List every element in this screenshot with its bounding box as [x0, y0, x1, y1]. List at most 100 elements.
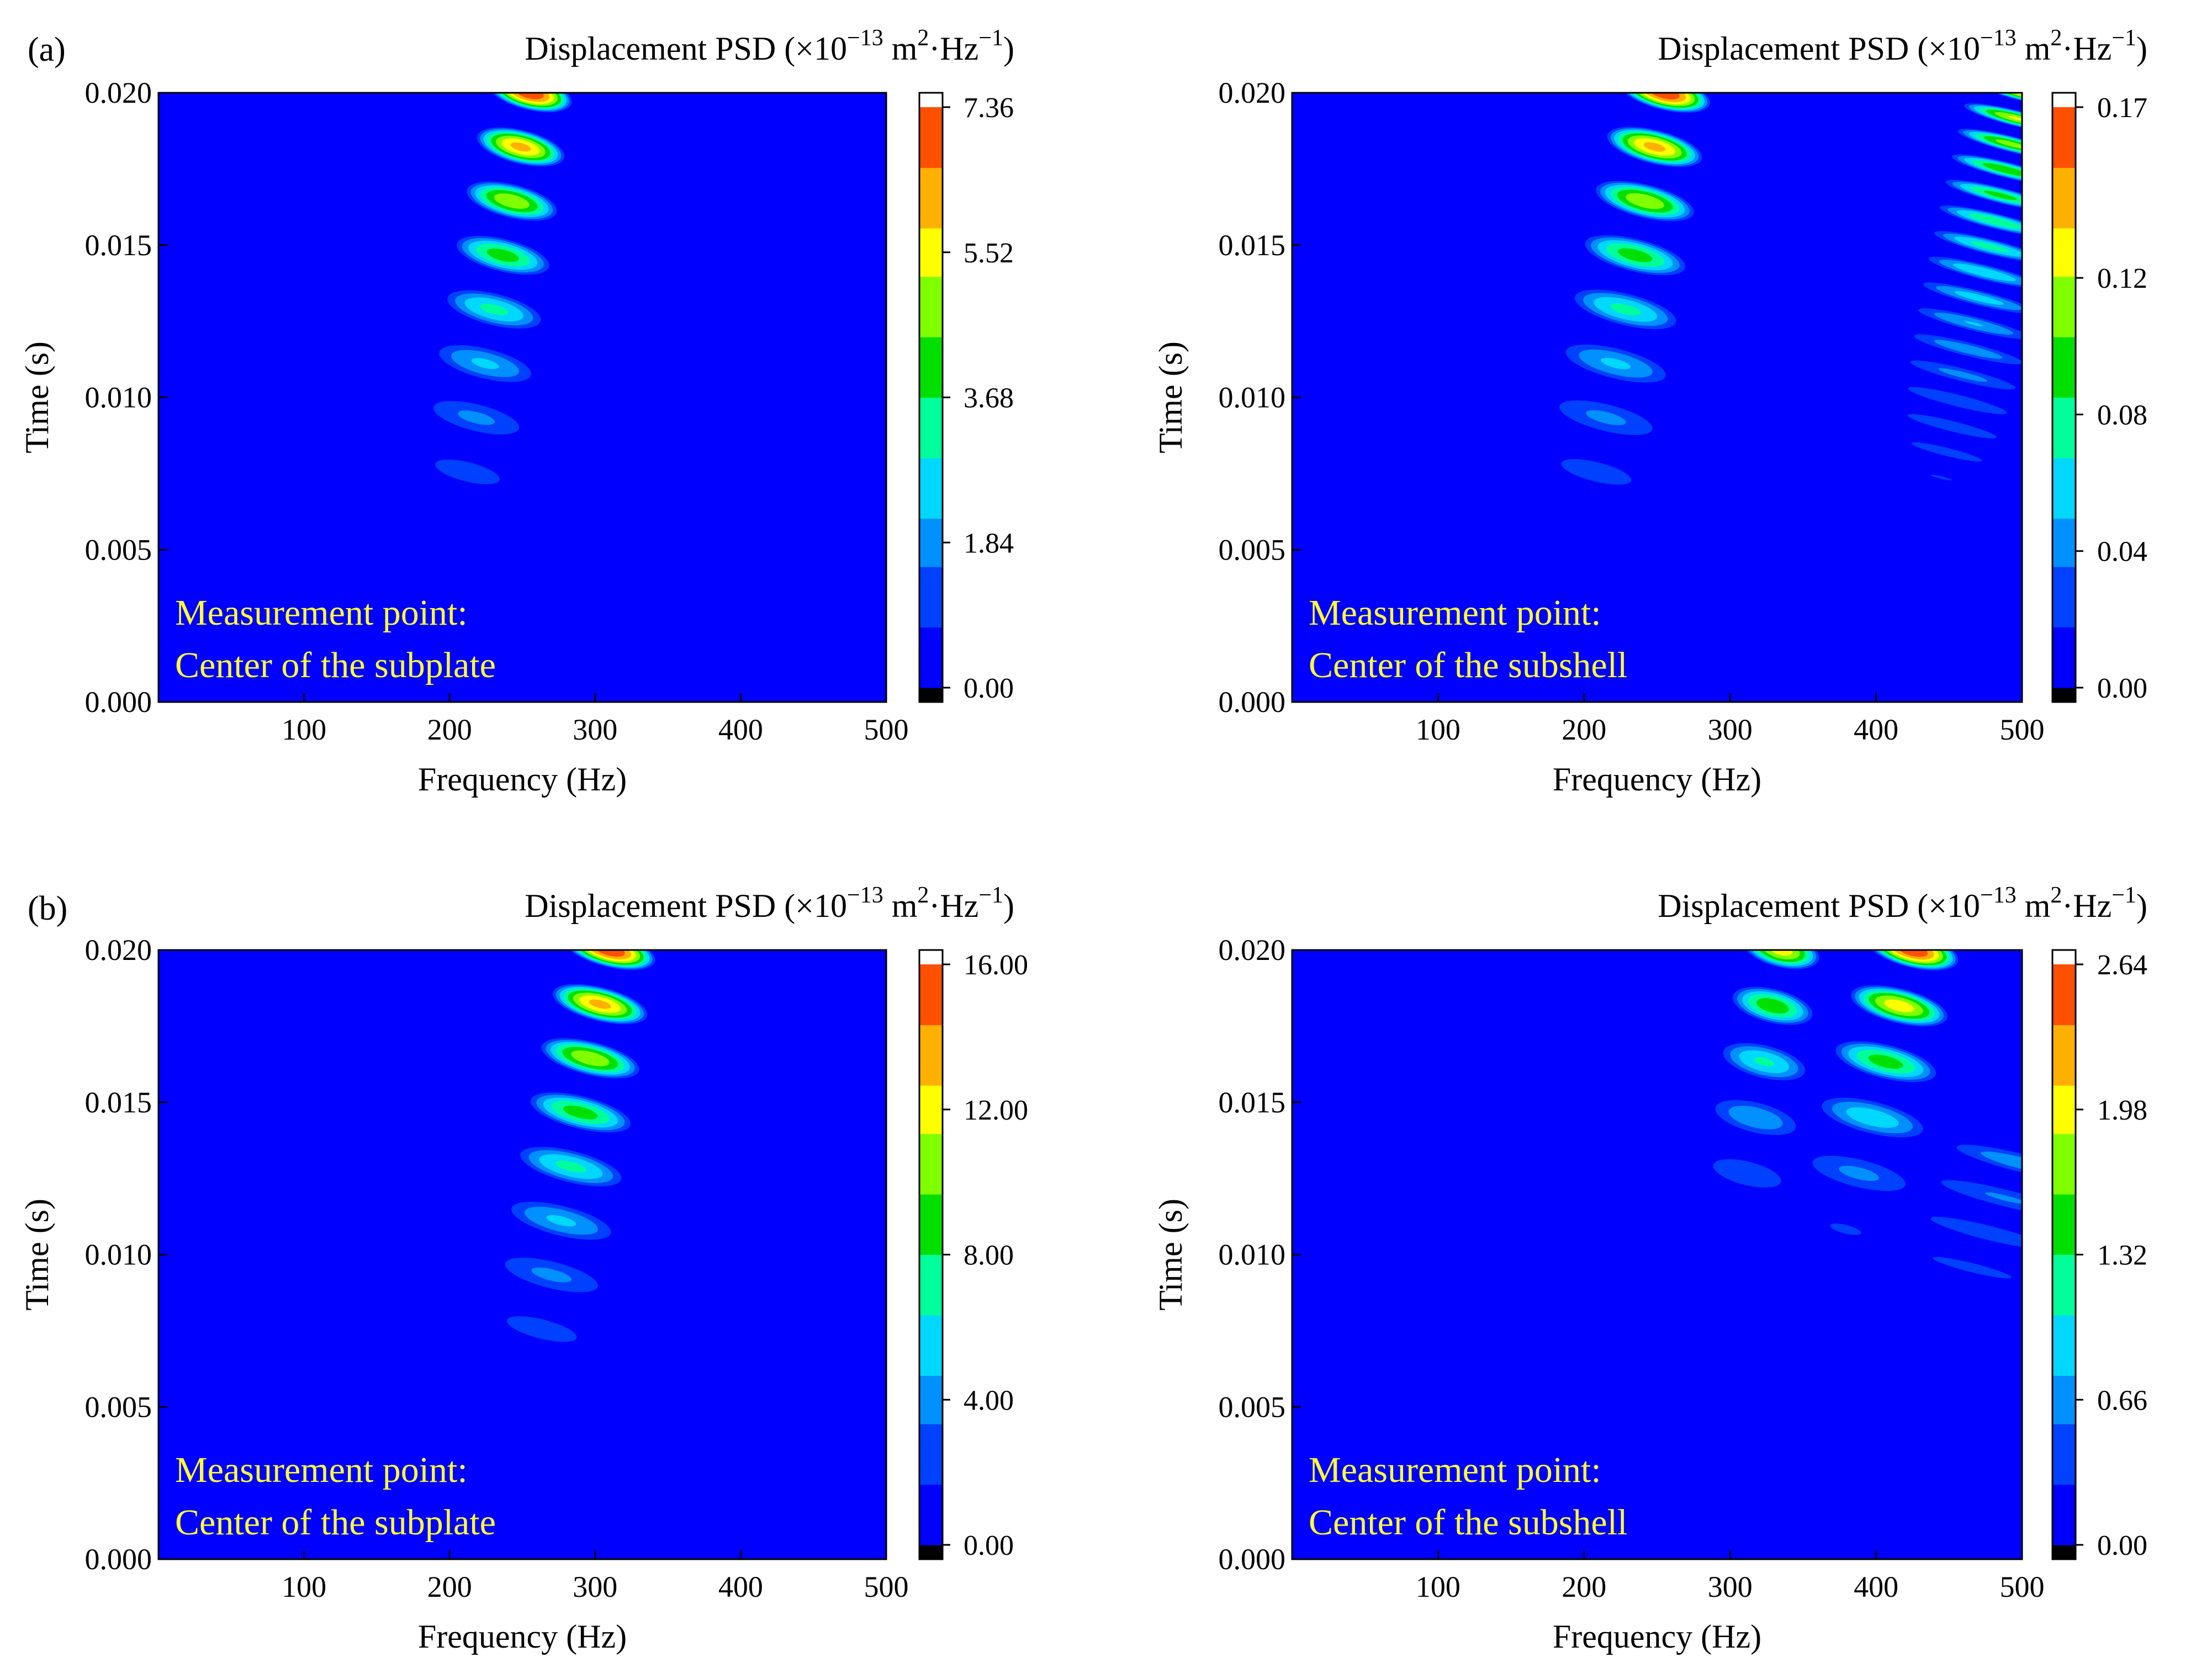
psd-contour-level — [1682, 1206, 1795, 1252]
colorbar-title: Displacement PSD (×10−13 m2·Hz−1) — [525, 25, 1014, 67]
colorbar-over-swatch — [2052, 93, 2076, 107]
psd-contour-level — [1850, 1274, 2022, 1331]
colorbar-segment — [2052, 1484, 2076, 1497]
colorbar-segment — [919, 180, 943, 192]
colorbar: 0.00 0.04 0.08 0.12 0.17 — [2051, 92, 2147, 704]
colorbar-segment — [2052, 639, 2076, 652]
y-tick-label: 0.010 — [1219, 381, 1286, 414]
measurement-point-label: Measurement point: — [175, 1450, 468, 1490]
y-tick-label: 0.000 — [85, 1543, 152, 1576]
colorbar-segment — [2052, 240, 2076, 253]
psd-fringe — [489, 1252, 615, 1299]
colorbar-tick-label: 12.00 — [964, 1095, 1028, 1126]
psd-contour-level — [1984, 191, 2017, 200]
psd-contour-level — [1649, 93, 1680, 100]
psd-contour-level — [1911, 442, 1982, 462]
psd-fringe — [537, 1036, 643, 1080]
psd-contour-level — [1839, 1165, 1880, 1181]
colorbar-segment — [2052, 1351, 2076, 1364]
colorbar-segment — [919, 1109, 943, 1122]
psd-fringe — [452, 234, 554, 277]
psd-fringe — [1886, 381, 2022, 420]
y-axis-label: Time (s) — [19, 341, 55, 453]
colorbar-tick-label: 3.68 — [964, 383, 1014, 414]
colorbar-segment — [2052, 1146, 2076, 1158]
colorbar-segment — [919, 192, 943, 204]
colorbar-segment — [2052, 675, 2076, 688]
colorbar-segment — [2052, 555, 2076, 567]
psd-ridge-3 — [1784, 1139, 2022, 1439]
colorbar-segment — [2052, 119, 2076, 132]
psd-contour-level — [464, 1359, 600, 1408]
colorbar-segment — [2052, 530, 2076, 543]
colorbar-segment — [2052, 155, 2076, 168]
colorbar-segment — [919, 675, 943, 688]
colorbar-segment — [919, 1158, 943, 1170]
colorbar-segment — [919, 976, 943, 989]
colorbar-segment — [919, 1496, 943, 1509]
colorbar-segment — [2052, 964, 2076, 977]
colorbar-segment — [919, 349, 943, 362]
psd-contour-level — [396, 503, 521, 550]
colorbar-segment — [919, 1460, 943, 1473]
colorbar-segment — [919, 1435, 943, 1449]
colorbar-segment — [2052, 337, 2076, 350]
colorbar-segment — [919, 1424, 943, 1437]
colorbar-segment — [919, 1472, 943, 1485]
colorbar-tick-label: 0.00 — [2097, 1530, 2147, 1561]
psd-fringe — [1694, 1151, 1801, 1196]
colorbar-segment — [2052, 1375, 2076, 1388]
colorbar-segment — [2052, 1182, 2076, 1195]
psd-fringe — [1946, 152, 2022, 187]
colorbar-segment — [919, 1025, 943, 1037]
psd-contour-level — [1643, 142, 1666, 152]
psd-fringe — [1579, 233, 1691, 278]
colorbar-frame — [2051, 92, 2077, 703]
colorbar-segment — [2052, 252, 2076, 265]
colorbar-segment — [2052, 1061, 2076, 1074]
psd-fringe — [1895, 1207, 2022, 1259]
colorbar-segment — [2052, 651, 2076, 664]
colorbar-tick-label: 4.00 — [964, 1385, 1014, 1416]
psd-contour-level — [452, 1412, 592, 1462]
psd-fringe — [1682, 1206, 1795, 1252]
colorbar-segment — [919, 385, 943, 398]
colorbar-segment — [2052, 1230, 2076, 1243]
colorbar-over-swatch — [2052, 950, 2076, 964]
y-tick-label: 0.020 — [1219, 76, 1286, 109]
colorbar: 0.00 1.84 3.68 5.52 7.36 — [918, 92, 1014, 704]
colorbar-segment — [919, 1061, 943, 1074]
psd-fringe — [1567, 287, 1684, 332]
colorbar-tick-label: 5.52 — [964, 238, 1014, 269]
colorbar-segment — [919, 1000, 943, 1014]
colorbar-segment — [919, 397, 943, 410]
colorbar-segment — [919, 627, 943, 640]
psd-fringe — [485, 93, 574, 114]
colorbar-segment — [919, 1146, 943, 1158]
psd-fringe — [1543, 394, 1669, 441]
colorbar-segment — [919, 651, 943, 664]
x-tick-label: 100 — [282, 713, 326, 746]
psd-fringe — [1670, 1262, 1790, 1308]
colorbar-segment — [2052, 590, 2076, 604]
psd-contour-level — [1506, 555, 1647, 605]
psd-fringe — [1728, 985, 1817, 1027]
measurement-point-label: Measurement point: — [1309, 593, 1601, 633]
psd-contour-level — [1930, 1217, 2022, 1249]
psd-contour-level — [1908, 387, 2007, 414]
colorbar-segment — [919, 1291, 943, 1303]
measurement-point-label: Measurement point: — [1309, 1450, 1601, 1490]
x-tick-label: 100 — [282, 1570, 326, 1603]
y-tick-label: 0.020 — [1219, 933, 1286, 967]
psd-contour-level — [1518, 502, 1654, 551]
psd-fringe — [441, 287, 548, 331]
colorbar-segment — [919, 252, 943, 265]
colorbar-under-swatch — [2052, 1545, 2076, 1559]
psd-contour-level — [1952, 263, 2016, 282]
colorbar-segment — [2052, 457, 2076, 471]
x-tick-label: 300 — [1708, 713, 1753, 746]
psd-contour-level — [1852, 508, 2009, 550]
psd-contour-level — [1754, 1057, 1775, 1067]
x-tick-label: 500 — [2000, 1570, 2045, 1603]
colorbar-segment — [919, 373, 943, 386]
